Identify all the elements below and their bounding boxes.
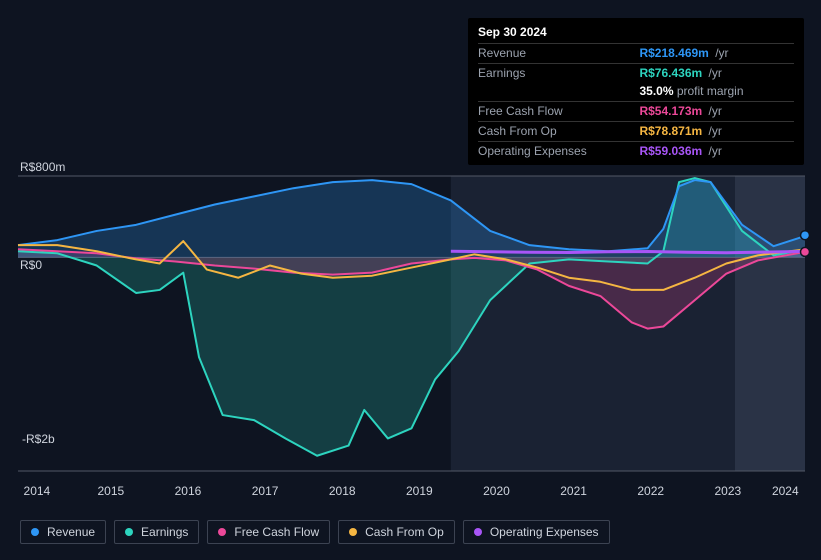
legend-toggle-earnings[interactable]: Earnings bbox=[114, 520, 199, 544]
x-axis-label: 2020 bbox=[483, 484, 510, 498]
legend-swatch bbox=[125, 528, 133, 536]
tooltip-title: Sep 30 2024 bbox=[478, 24, 794, 41]
series-marker-revenue[interactable] bbox=[801, 231, 810, 240]
tooltip-row-value: R$59.036m bbox=[639, 144, 702, 158]
x-axis-label: 2016 bbox=[175, 484, 202, 498]
tooltip-row-value: R$78.871m bbox=[639, 124, 702, 138]
legend-label: Revenue bbox=[47, 525, 95, 539]
y-axis-label: R$0 bbox=[20, 258, 42, 272]
tooltip-row-value: R$218.469m bbox=[639, 46, 708, 60]
series-fill-revenue bbox=[18, 180, 805, 257]
x-axis-label: 2017 bbox=[252, 484, 279, 498]
tooltip-row-label: Operating Expenses bbox=[478, 141, 639, 160]
plot-end-cap bbox=[735, 176, 805, 471]
legend-label: Earnings bbox=[141, 525, 188, 539]
tooltip-row-unit: /yr bbox=[702, 124, 722, 138]
x-axis-label: 2018 bbox=[329, 484, 356, 498]
y-axis-label: R$800m bbox=[20, 160, 65, 174]
chart-legend: Revenue Earnings Free Cash Flow Cash From O… bbox=[20, 520, 610, 544]
series-line-opex[interactable] bbox=[451, 251, 805, 253]
tooltip-row-label bbox=[478, 82, 639, 101]
tooltip-row-unit: profit margin bbox=[674, 84, 744, 98]
tooltip-row-label: Free Cash Flow bbox=[478, 102, 639, 122]
legend-swatch bbox=[218, 528, 226, 536]
legend-label: Free Cash Flow bbox=[234, 525, 319, 539]
legend-toggle-fcf[interactable]: Free Cash Flow bbox=[207, 520, 330, 544]
chart-tooltip: Sep 30 2024 RevenueR$218.469m /yr Earnings… bbox=[468, 18, 804, 165]
x-axis-label: 2023 bbox=[715, 484, 742, 498]
x-axis-label: 2014 bbox=[24, 484, 51, 498]
legend-label: Cash From Op bbox=[365, 525, 444, 539]
tooltip-row-unit: /yr bbox=[702, 144, 722, 158]
legend-swatch bbox=[31, 528, 39, 536]
legend-toggle-revenue[interactable]: Revenue bbox=[20, 520, 106, 544]
legend-label: Operating Expenses bbox=[490, 525, 599, 539]
tooltip-row-value: R$76.436m bbox=[639, 66, 702, 80]
legend-toggle-opex[interactable]: Operating Expenses bbox=[463, 520, 610, 544]
tooltip-row-value: 35.0% bbox=[639, 84, 673, 98]
x-axis-label: 2024 bbox=[772, 484, 799, 498]
x-axis-label: 2022 bbox=[637, 484, 664, 498]
series-marker-fcf[interactable] bbox=[801, 247, 810, 256]
tooltip-row-label: Revenue bbox=[478, 43, 639, 63]
x-axis-label: 2021 bbox=[560, 484, 587, 498]
legend-swatch bbox=[349, 528, 357, 536]
legend-swatch bbox=[474, 528, 482, 536]
tooltip-row-label: Earnings bbox=[478, 63, 639, 82]
y-axis-label: -R$2b bbox=[22, 432, 55, 446]
x-axis-label: 2019 bbox=[406, 484, 433, 498]
legend-toggle-cfo[interactable]: Cash From Op bbox=[338, 520, 455, 544]
tooltip-row-unit: /yr bbox=[702, 66, 722, 80]
tooltip-row-unit: /yr bbox=[709, 46, 729, 60]
x-axis-label: 2015 bbox=[98, 484, 125, 498]
tooltip-row-label: Cash From Op bbox=[478, 121, 639, 141]
tooltip-row-value: R$54.173m bbox=[639, 104, 702, 118]
tooltip-row-unit: /yr bbox=[702, 104, 722, 118]
